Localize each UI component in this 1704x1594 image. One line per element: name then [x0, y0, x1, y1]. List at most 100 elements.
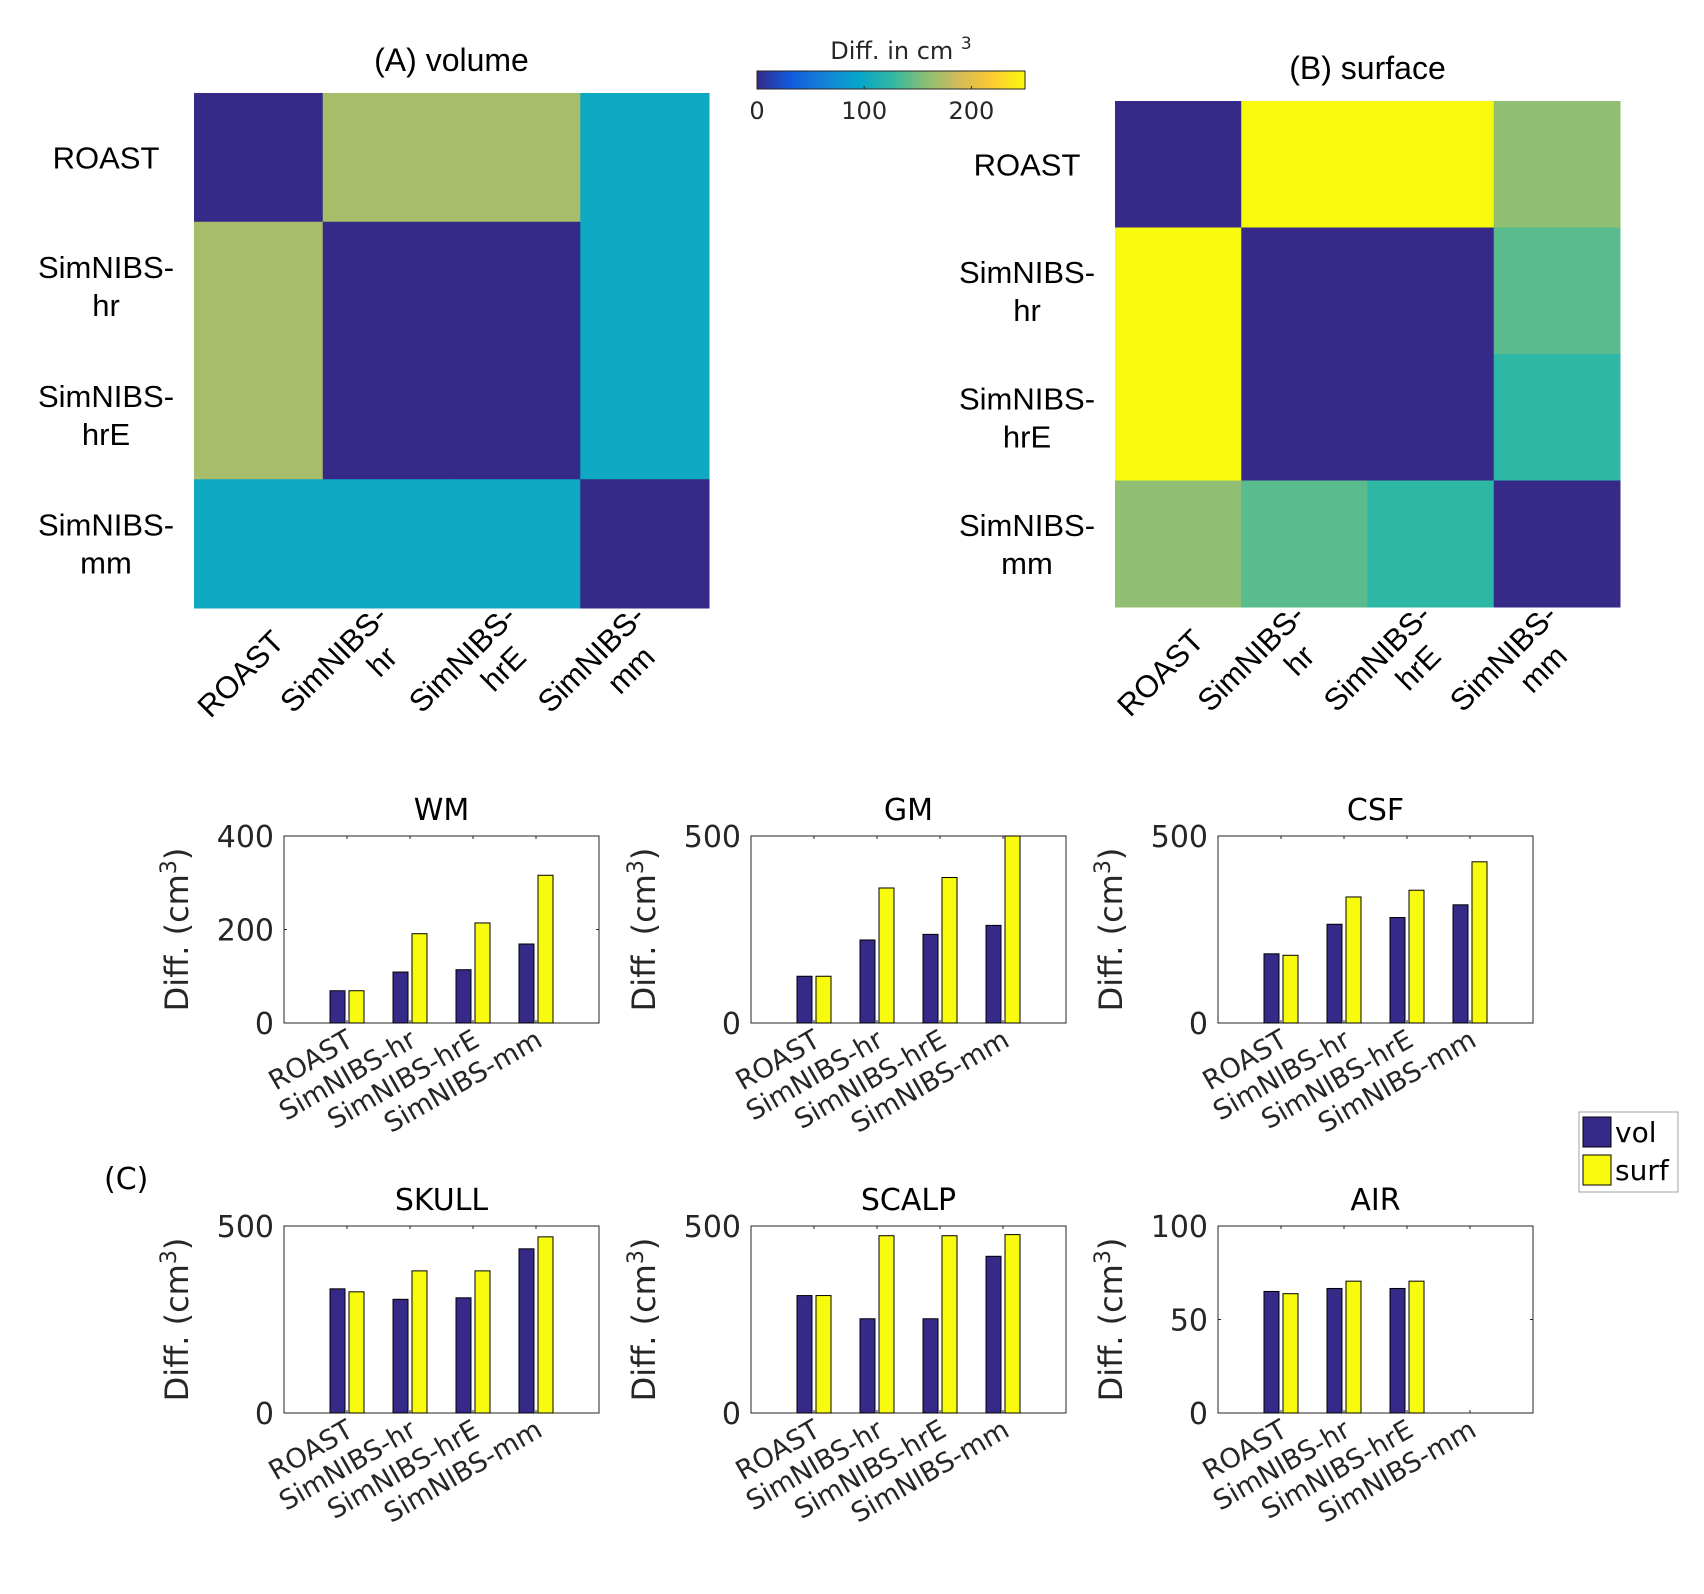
row-label-line: hr — [1013, 293, 1041, 328]
heatmap-cell — [194, 93, 324, 223]
bar-surf — [1282, 954, 1299, 1024]
y-tick-label: 500 — [217, 1210, 274, 1245]
row-label-line: hrE — [82, 417, 130, 452]
bar-vol — [518, 943, 535, 1024]
col-label: ROAST — [1110, 623, 1210, 723]
heatmap-cell — [1241, 101, 1368, 228]
subplot-title: CSF — [1347, 793, 1404, 828]
legend-label-vol: vol — [1615, 1116, 1656, 1149]
col-label: SimNIBS-mm — [1443, 597, 1589, 743]
y-tick-label: 200 — [217, 914, 274, 949]
row-label: SimNIBS-hrE — [959, 381, 1095, 454]
y-tick-label: 0 — [255, 1007, 274, 1042]
bar-vol — [518, 1248, 535, 1414]
heatmap-cell — [194, 221, 324, 351]
row-label-line: SimNIBS- — [959, 255, 1095, 290]
subplot-title: AIR — [1350, 1183, 1400, 1218]
bar-vol — [985, 924, 1002, 1024]
col-label: SimNIBS-mm — [531, 598, 677, 744]
row-label-line: hr — [92, 288, 120, 323]
heatmap-title: (A) volume — [374, 42, 529, 78]
y-axis-label-close: ) — [625, 848, 663, 860]
bar-vol — [796, 1295, 813, 1414]
row-label-line: mm — [80, 546, 132, 581]
col-label: ROAST — [191, 624, 291, 724]
y-tick-label: 500 — [1151, 820, 1208, 855]
heatmap-cell — [1493, 101, 1621, 228]
bar-surf — [411, 933, 428, 1024]
colorbar-title: Diff. in cm 3 — [830, 34, 971, 65]
heatmap-cell — [1367, 354, 1495, 481]
y-axis-label-superscript: 3 — [624, 1250, 649, 1264]
legend: vol surf — [1578, 1111, 1679, 1193]
col-label: SimNIBS-hrE — [1317, 597, 1463, 743]
bar-vol — [1263, 953, 1280, 1024]
bar-subplot-skull: SKULLROASTSimNIBS-hrSimNIBS-hrESimNIBS-m… — [157, 1183, 600, 1529]
bar-surf — [1282, 1293, 1299, 1414]
bar-surf — [1471, 861, 1488, 1024]
y-tick-label: 0 — [1189, 1397, 1208, 1432]
y-tick-label: 0 — [255, 1397, 274, 1432]
heatmap-surface: (B) surfaceROASTSimNIBS-hrSimNIBS-hrESim… — [959, 50, 1621, 743]
heatmap-cell — [1493, 354, 1621, 481]
bar-surf — [474, 1270, 491, 1414]
bar-vol — [859, 939, 876, 1024]
y-tick-label: 50 — [1170, 1304, 1208, 1339]
row-label: ROAST — [974, 147, 1081, 182]
y-axis-label: Diff. (cm3) — [1091, 848, 1130, 1012]
bar-surf — [474, 922, 491, 1024]
bar-vol — [1389, 917, 1406, 1024]
heatmap-cell — [580, 479, 710, 609]
y-axis-label-superscript: 3 — [157, 1250, 182, 1264]
y-axis-label: Diff. (cm3) — [624, 1238, 663, 1402]
axes-box — [750, 1225, 1067, 1414]
heatmap-cell — [1241, 480, 1368, 608]
heatmap-cell — [451, 479, 581, 609]
bar-vol — [922, 1318, 939, 1414]
bar-surf — [1408, 1280, 1425, 1414]
colorbar-title-superscript: 3 — [961, 34, 972, 54]
heatmap-cell — [322, 93, 452, 223]
bar-subplot-wm: WMROASTSimNIBS-hrSimNIBS-hrESimNIBS-mm02… — [157, 793, 600, 1139]
row-label: SimNIBS-hrE — [38, 379, 174, 452]
heatmap-cell — [580, 93, 710, 223]
bar-subplot-scalp: SCALPROASTSimNIBS-hrSimNIBS-hrESimNIBS-m… — [624, 1183, 1067, 1529]
y-tick-label: 0 — [722, 1007, 741, 1042]
row-label-line: hrE — [1003, 419, 1051, 454]
bar-surf — [941, 877, 958, 1024]
y-axis-label-superscript: 3 — [157, 860, 182, 874]
bar-vol — [1263, 1290, 1280, 1414]
bar-vol — [1326, 923, 1343, 1024]
bar-surf — [941, 1235, 958, 1414]
bar-vol — [1389, 1287, 1406, 1414]
heatmap-cell — [451, 350, 581, 480]
heatmap-cell — [451, 221, 581, 351]
bar-subplot-air: AIRROASTSimNIBS-hrSimNIBS-hrESimNIBS-mm0… — [1091, 1183, 1534, 1529]
y-axis-label-close: ) — [158, 848, 196, 860]
y-axis-label-superscript: 3 — [624, 860, 649, 874]
bar-surf — [815, 975, 832, 1024]
bar-surf — [348, 990, 365, 1024]
colorbar: Diff. in cm 3 0 100 200 — [749, 34, 1026, 125]
bar-surf — [411, 1270, 428, 1414]
y-axis-label: Diff. (cm3) — [157, 848, 196, 1012]
subplot-title: SKULL — [395, 1183, 489, 1218]
col-label-line: ROAST — [191, 624, 291, 724]
y-axis-label-close: ) — [1092, 848, 1130, 860]
bar-surf — [1345, 1280, 1362, 1414]
col-label-line: ROAST — [1110, 623, 1210, 723]
colorbar-tick-label: 100 — [841, 97, 887, 125]
heatmap-cell — [322, 350, 452, 480]
y-tick-label: 500 — [684, 820, 741, 855]
y-axis-label-close: ) — [625, 1238, 663, 1250]
heatmap-cell — [1493, 480, 1621, 608]
row-label-line: mm — [1001, 546, 1053, 581]
heatmap-cell — [1241, 354, 1368, 481]
bar-surf — [537, 1236, 554, 1414]
row-label: SimNIBS-mm — [959, 508, 1095, 581]
heatmap-cell — [322, 221, 452, 351]
y-tick-label: 100 — [1151, 1210, 1208, 1245]
row-label: SimNIBS-hr — [959, 255, 1095, 328]
y-tick-label: 0 — [1189, 1007, 1208, 1042]
